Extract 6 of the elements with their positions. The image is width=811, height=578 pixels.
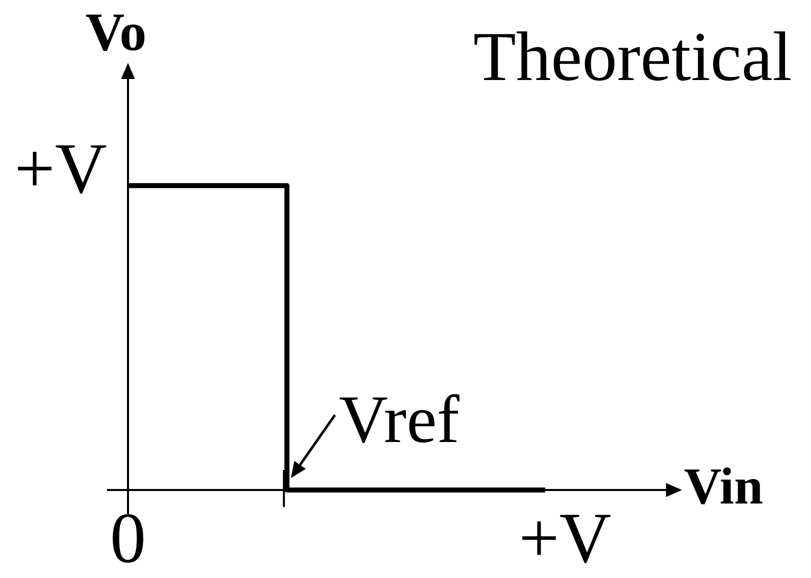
- chart-title: Theoretical: [473, 19, 792, 96]
- x-tick-label: 0: [110, 498, 146, 578]
- y-axis-title: Vo: [85, 2, 147, 62]
- text: +V: [14, 128, 107, 209]
- annotation: Vref: [338, 381, 460, 457]
- x-axis-title: Vin: [684, 458, 764, 516]
